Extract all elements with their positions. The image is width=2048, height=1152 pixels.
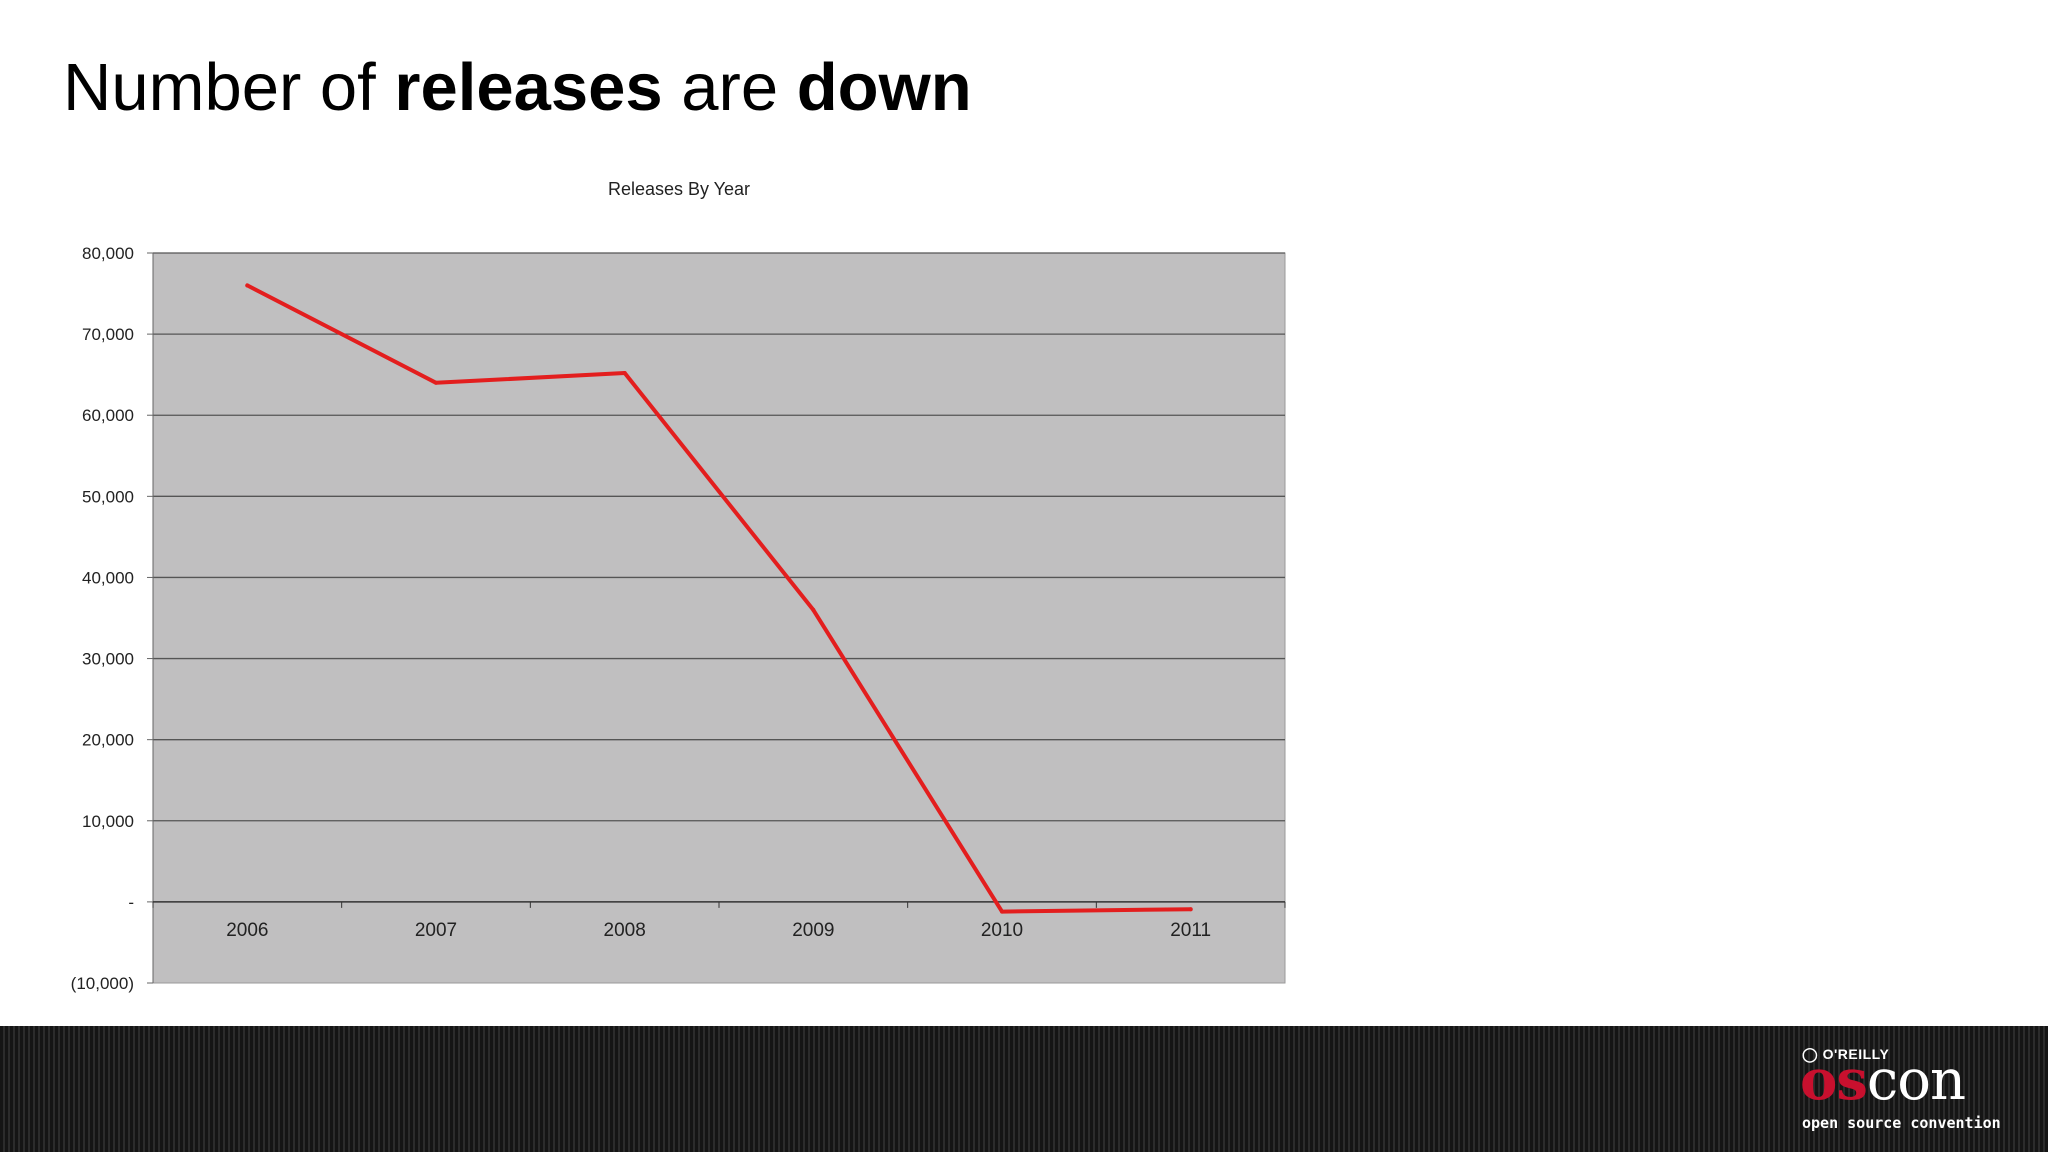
y-tick-label: 80,000	[82, 244, 134, 263]
publisher-name: O'REILLY	[1822, 1046, 1890, 1062]
data-point	[245, 283, 250, 288]
y-tick-label: 50,000	[82, 487, 134, 506]
brand-secondary: con	[1866, 1048, 1966, 1113]
conference-logo: ◯ O'REILLY oscon open source convention	[1800, 1046, 2002, 1136]
data-point	[434, 380, 438, 385]
y-tick-label: (10,000)	[71, 974, 134, 993]
title-part-1: Number of	[63, 50, 395, 125]
x-tick-label: 2008	[604, 920, 646, 941]
y-tick-label: -	[128, 893, 134, 912]
data-point	[622, 371, 627, 376]
y-tick-label: 30,000	[82, 650, 134, 669]
y-tick-label: 60,000	[82, 406, 134, 425]
brand-wordmark: oscon	[1800, 1052, 1966, 1109]
x-tick-label: 2010	[981, 920, 1023, 941]
x-tick-label: 2007	[415, 920, 457, 941]
title-part-2: releases	[394, 50, 663, 125]
y-tick-label: 70,000	[82, 325, 134, 344]
data-point	[1188, 907, 1193, 912]
y-tick-label: 20,000	[82, 731, 134, 750]
slide-title: Number of releases are down	[63, 48, 972, 128]
chart-svg: Releases By Year 80,000 70,000 60,000 50,000…	[71, 179, 1286, 993]
footer-bar: ◯ O'REILLY oscon open source convention	[0, 1026, 2048, 1152]
y-tick-label: 10,000	[82, 812, 134, 831]
x-tick-label: 2006	[226, 920, 268, 941]
brand-tagline: open source convention	[1802, 1114, 2001, 1132]
releases-chart: Releases By Year 80,000 70,000 60,000 50,000…	[0, 160, 1300, 1020]
title-part-4: down	[796, 50, 972, 125]
data-point	[1000, 909, 1004, 914]
publisher-logo: ◯ O'REILLY	[1802, 1046, 1890, 1062]
data-point	[811, 607, 816, 612]
x-tick-label: 2009	[792, 920, 834, 941]
title-part-3: are	[662, 50, 797, 125]
series-line	[245, 283, 1193, 914]
plot-area	[152, 252, 1286, 984]
chart-title: Releases By Year	[608, 179, 750, 199]
x-tick-label: 2011	[1170, 920, 1211, 941]
y-tick-label: 40,000	[82, 568, 134, 587]
brand-primary: os	[1800, 1047, 1868, 1113]
